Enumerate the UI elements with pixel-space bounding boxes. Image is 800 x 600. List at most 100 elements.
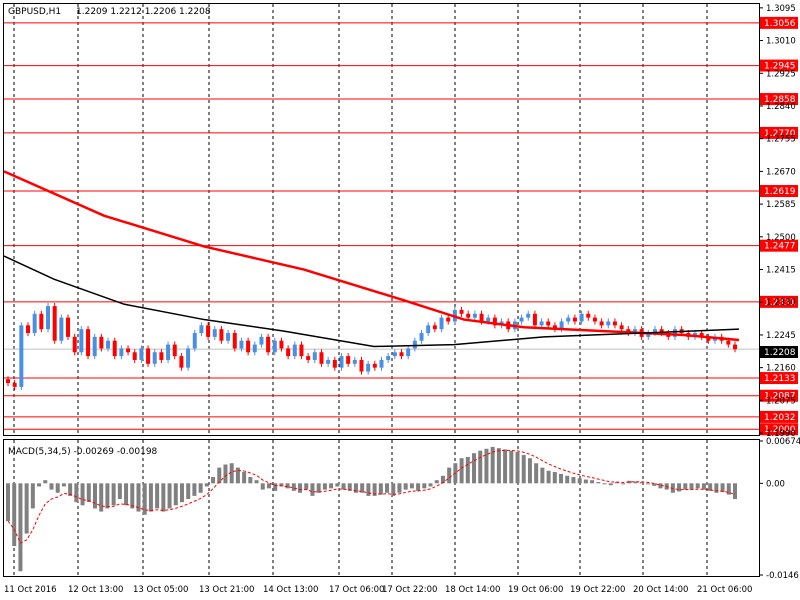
candle-body	[432, 325, 437, 330]
macd-signal-line	[7, 449, 736, 544]
candle-body	[26, 325, 31, 334]
macd-bar	[155, 483, 160, 509]
macd-bar	[68, 483, 73, 496]
candle-body	[192, 333, 197, 349]
candle-body	[286, 348, 291, 357]
macd-bar	[459, 458, 464, 484]
macd-bar	[229, 463, 234, 484]
candle-body	[412, 340, 417, 349]
candle-body	[466, 313, 471, 318]
macd-bar	[136, 483, 141, 512]
macd-bar	[540, 467, 545, 484]
macd-bar	[503, 449, 508, 484]
candle-body	[486, 317, 491, 322]
candle-body	[199, 325, 204, 334]
macd-bar	[708, 483, 713, 491]
macd-bar	[61, 483, 66, 487]
candle-body	[46, 306, 51, 330]
level-label-box	[760, 410, 798, 423]
candle-body	[539, 321, 544, 326]
macd-bar	[614, 482, 619, 484]
macd-bar	[179, 483, 184, 503]
candle-body	[599, 321, 604, 326]
macd-bar	[30, 483, 35, 509]
macd-bar	[18, 483, 23, 572]
macd-bar	[142, 483, 147, 515]
candle-body	[379, 359, 384, 368]
macd-bar	[490, 446, 495, 484]
macd-bar	[204, 483, 209, 487]
macd-bar	[639, 482, 644, 484]
price-tick-label: 1.2075	[766, 396, 796, 406]
macd-bar	[397, 483, 402, 493]
candle-body	[646, 333, 651, 337]
level-label-box	[760, 126, 798, 139]
candle-body	[226, 333, 231, 341]
candle-body	[6, 379, 10, 384]
time-tick-label: 20 Oct 14:00	[633, 585, 688, 595]
candle-body	[352, 359, 357, 364]
candle-body	[699, 333, 704, 337]
candle-body	[186, 348, 191, 368]
candle-body	[246, 340, 251, 353]
main-panel-frame	[3, 3, 760, 436]
macd-bar	[341, 483, 346, 490]
candle-body	[112, 340, 117, 357]
macd-bar	[484, 448, 489, 484]
candle-body	[346, 356, 351, 364]
price-tick-label: 1.2330	[766, 298, 796, 308]
macd-bar	[577, 478, 582, 484]
current-price-marker	[760, 346, 798, 358]
candle-body	[492, 317, 497, 326]
macd-bar	[335, 483, 340, 487]
candle-body	[366, 363, 371, 372]
candle-body	[212, 329, 217, 337]
moving-averages	[3, 170, 740, 348]
macd-bar	[254, 480, 259, 484]
candle-body	[119, 348, 124, 357]
price-tick-label: 1.2245	[766, 331, 796, 341]
macd-bar	[86, 483, 91, 503]
macd-tick-label: -0.0146	[766, 571, 799, 581]
candle-body	[479, 313, 484, 322]
candle-body	[579, 313, 584, 322]
macd-bar	[695, 483, 700, 489]
price-tick-label: 1.2840	[766, 102, 796, 112]
time-tick-label: 19 Oct 22:00	[570, 585, 625, 595]
macd-bar	[509, 450, 514, 484]
candle-body	[592, 317, 597, 322]
time-tick-label: 17 Oct 06:00	[329, 585, 384, 595]
candle-body	[292, 344, 297, 357]
macd-bar	[223, 464, 228, 484]
macd-bar	[360, 483, 365, 493]
level-label: 1.2331	[764, 298, 796, 308]
macd-panel-frame	[3, 439, 760, 577]
level-label: 1.3056	[764, 19, 796, 29]
candle-body	[619, 325, 624, 330]
macd-bar	[683, 483, 688, 490]
candle-body	[332, 359, 337, 368]
macd-bar	[627, 480, 632, 484]
macd-bar	[515, 451, 520, 484]
candle-body	[526, 313, 531, 318]
macd-bar	[167, 483, 172, 509]
macd-bar	[391, 483, 396, 496]
candle-body	[239, 340, 244, 349]
candle-body	[532, 313, 537, 326]
macd-bar	[596, 482, 601, 484]
macd-bar	[670, 483, 675, 493]
macd-bar	[434, 480, 439, 484]
level-label-box	[760, 389, 798, 402]
candle-body	[99, 336, 104, 349]
candle-body	[632, 329, 637, 334]
level-label: 1.2945	[764, 62, 796, 72]
macd-bar	[266, 483, 271, 489]
macd-bar	[148, 483, 153, 512]
candle-body	[179, 356, 184, 368]
macd-bar	[173, 483, 178, 506]
candle-body	[79, 329, 84, 353]
candle-body	[419, 333, 424, 341]
time-tick-label: 19 Oct 06:00	[508, 585, 563, 595]
macd-bar	[298, 483, 303, 493]
